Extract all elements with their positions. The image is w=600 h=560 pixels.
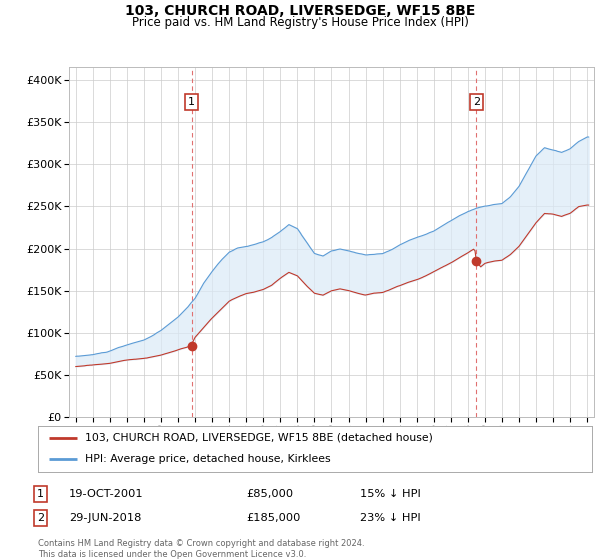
Text: 2: 2 (473, 97, 480, 107)
Text: 103, CHURCH ROAD, LIVERSEDGE, WF15 8BE: 103, CHURCH ROAD, LIVERSEDGE, WF15 8BE (125, 4, 475, 18)
Text: 23% ↓ HPI: 23% ↓ HPI (360, 513, 421, 523)
Text: 1: 1 (37, 489, 44, 499)
Text: £185,000: £185,000 (246, 513, 301, 523)
Text: 29-JUN-2018: 29-JUN-2018 (69, 513, 142, 523)
Text: Price paid vs. HM Land Registry's House Price Index (HPI): Price paid vs. HM Land Registry's House … (131, 16, 469, 29)
Text: HPI: Average price, detached house, Kirklees: HPI: Average price, detached house, Kirk… (85, 454, 331, 464)
Text: 1: 1 (188, 97, 195, 107)
Text: Contains HM Land Registry data © Crown copyright and database right 2024.
This d: Contains HM Land Registry data © Crown c… (38, 539, 364, 559)
Text: £85,000: £85,000 (246, 489, 293, 499)
Text: 2: 2 (37, 513, 44, 523)
Text: 103, CHURCH ROAD, LIVERSEDGE, WF15 8BE (detached house): 103, CHURCH ROAD, LIVERSEDGE, WF15 8BE (… (85, 433, 433, 443)
Text: 19-OCT-2001: 19-OCT-2001 (69, 489, 143, 499)
Text: 15% ↓ HPI: 15% ↓ HPI (360, 489, 421, 499)
